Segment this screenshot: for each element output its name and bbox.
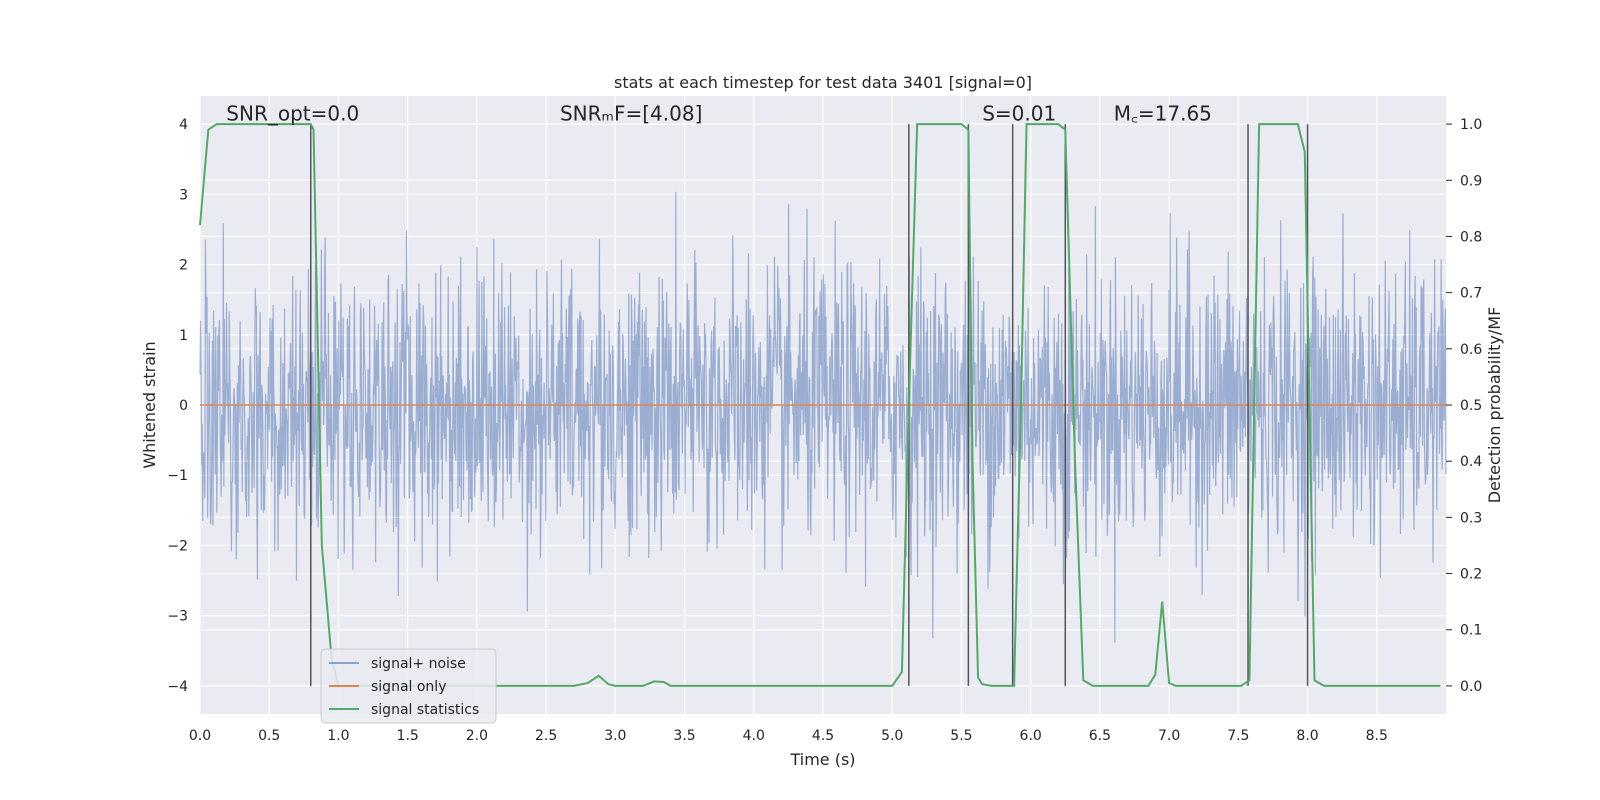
legend-label: signal only [371, 679, 446, 695]
y-right-tick-label: 0.6 [1460, 342, 1482, 358]
y-tick-label: −2 [167, 538, 188, 554]
x-tick-label: 3.5 [673, 728, 695, 744]
x-tick-label: 7.0 [1158, 728, 1180, 744]
noise-line [199, 191, 1447, 643]
y-axis-label: Whitened strain [140, 341, 159, 468]
y-tick-label: 2 [179, 258, 188, 274]
x-tick-label: 2.5 [535, 728, 557, 744]
y-tick-label: 1 [179, 328, 188, 344]
y-tick-label: −4 [167, 679, 188, 695]
x-tick-label: 3.0 [604, 728, 626, 744]
y-right-tick-label: 0.4 [1460, 454, 1482, 470]
x-axis-ticks: 0.0 0.5 1.0 1.5 2.0 2.5 3.0 3.5 4.0 4.5 5.0 5.5 6.0 6… [189, 728, 1388, 744]
y-right-tick-label: 0.0 [1460, 679, 1482, 695]
y-right-tick-label: 0.8 [1460, 229, 1482, 245]
y-axis-ticks: 4 3 2 1 0 −1 −2 −3 −4 [167, 117, 188, 695]
y-axis-right-label: Detection probability/MF [1485, 307, 1504, 504]
x-tick-label: 8.5 [1366, 728, 1388, 744]
annotation-text: SNRₘF=[4.08] [560, 102, 702, 126]
y-tick-label: 4 [179, 117, 188, 133]
x-tick-label: 6.5 [1089, 728, 1111, 744]
chart-title: stats at each timestep for test data 340… [614, 73, 1032, 92]
x-tick-label: 0.5 [258, 728, 280, 744]
x-axis-label: Time (s) [789, 750, 855, 769]
y-right-tick-label: 0.1 [1460, 623, 1482, 639]
legend: signal+ noise signal only signal statistic… [320, 648, 497, 724]
annotation-text: SNR_opt=0.0 [226, 102, 359, 126]
y-right-tick-label: 0.9 [1460, 173, 1482, 189]
x-tick-label: 6.0 [1020, 728, 1042, 744]
y-right-tick-label: 0.7 [1460, 286, 1482, 302]
y-right-tick-label: 0.5 [1460, 398, 1482, 414]
y-tick-label: −3 [167, 609, 188, 625]
legend-label: signal statistics [371, 702, 479, 718]
x-tick-label: 7.5 [1227, 728, 1249, 744]
x-tick-label: 8.0 [1296, 728, 1318, 744]
legend-box [320, 648, 497, 724]
y-right-tick-label: 1.0 [1460, 117, 1482, 133]
x-tick-label: 5.5 [950, 728, 972, 744]
annotation-text: M꜀=17.65 [1114, 102, 1212, 126]
annotations: SNR_opt=0.0 SNRₘF=[4.08] S=0.01 M꜀=17.65 [226, 102, 1212, 126]
x-tick-label: 0.0 [189, 728, 211, 744]
y-axis-right-ticks: 1.0 0.9 0.8 0.7 0.6 0.5 0.4 0.3 0.2 0.1 0.0 [1446, 117, 1482, 695]
legend-label: signal+ noise [371, 656, 466, 672]
y-right-tick-label: 0.3 [1460, 510, 1482, 526]
y-tick-label: 3 [179, 187, 188, 203]
x-tick-label: 5.0 [881, 728, 903, 744]
series-signal-statistics [199, 123, 1441, 687]
series-signal-noise [199, 191, 1447, 643]
x-tick-label: 4.5 [812, 728, 834, 744]
x-tick-label: 1.0 [327, 728, 349, 744]
x-tick-label: 4.0 [743, 728, 765, 744]
y-tick-label: 0 [179, 398, 188, 414]
x-tick-label: 2.0 [466, 728, 488, 744]
x-tick-label: 1.5 [397, 728, 419, 744]
y-right-tick-label: 0.2 [1460, 567, 1482, 583]
statistics-line [199, 123, 1441, 687]
y-tick-label: −1 [167, 468, 188, 484]
annotation-text: S=0.01 [982, 102, 1056, 126]
